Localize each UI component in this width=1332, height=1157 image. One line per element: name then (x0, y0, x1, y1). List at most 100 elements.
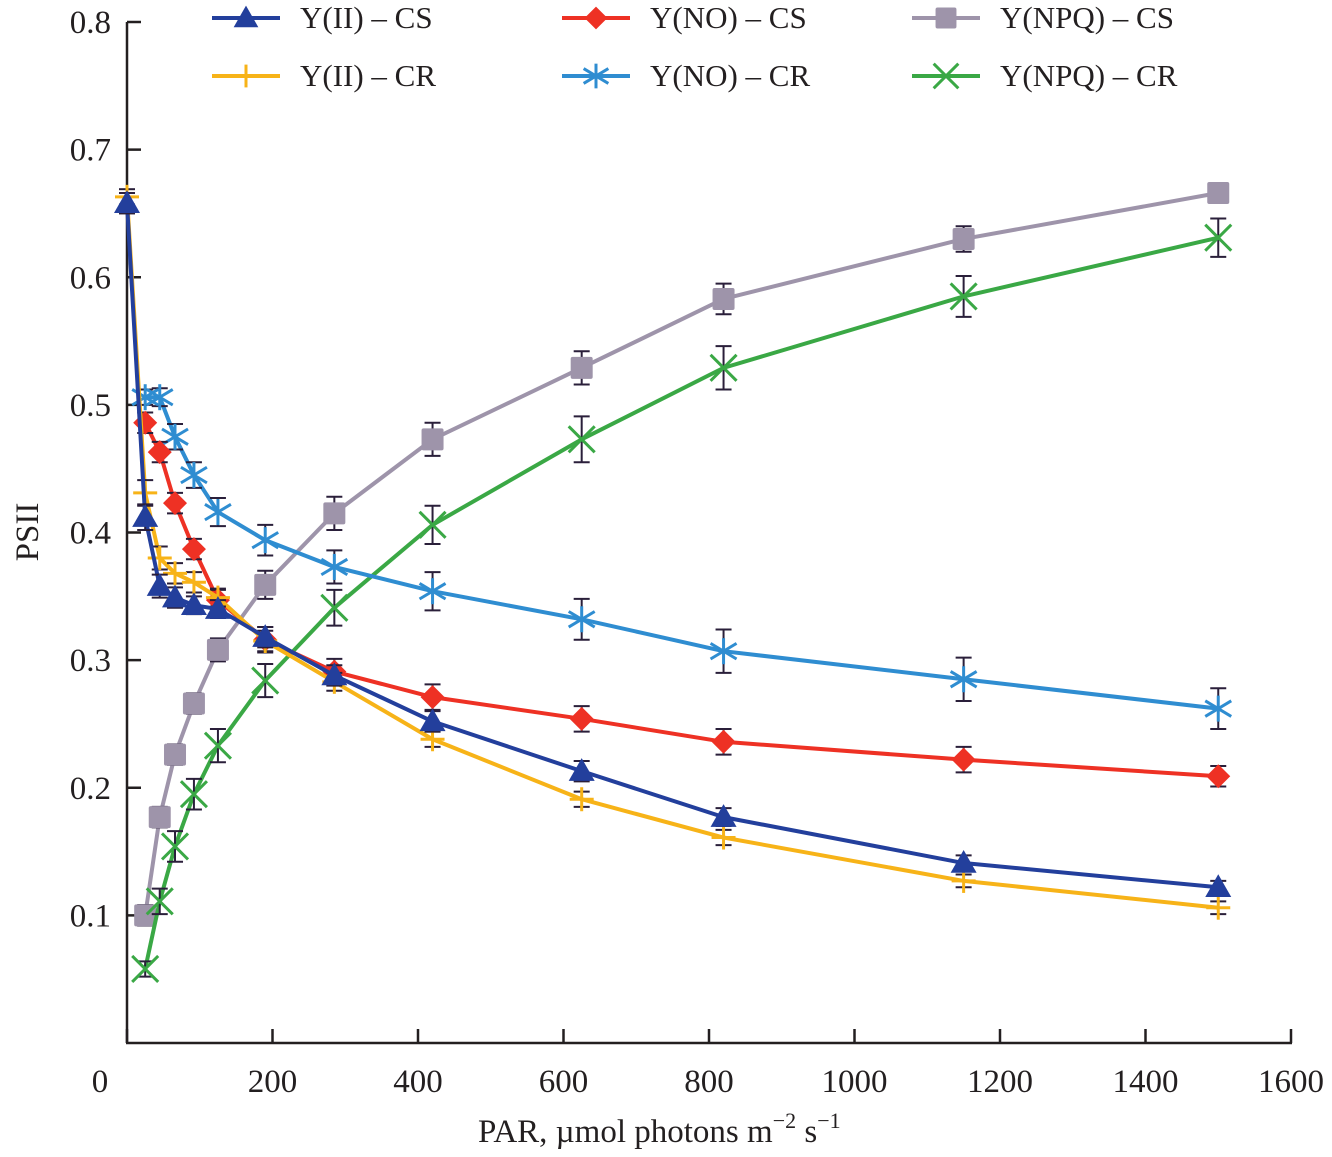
x-axis-title-main: PAR, µmol photons m (478, 1114, 773, 1150)
data-point (419, 708, 446, 732)
data-point (180, 592, 207, 615)
x-tick-label: 600 (539, 1064, 589, 1100)
data-point (148, 806, 171, 829)
data-point (147, 440, 172, 465)
data-point (569, 706, 594, 731)
data-point (1206, 895, 1231, 920)
legend-label: Y(NPQ) – CS (1000, 0, 1174, 35)
data-point (420, 685, 445, 710)
data-point (206, 638, 229, 661)
legend-item: Y(NPQ) – CS (912, 0, 1174, 35)
x-axis-title-sup1: −2 (773, 1108, 796, 1133)
data-point (164, 743, 187, 766)
data-point (145, 887, 174, 916)
data-point (251, 527, 279, 554)
x-axis-title-sup2: −1 (817, 1108, 840, 1133)
data-point (569, 787, 594, 812)
y-tick-label: 0.8 (70, 5, 111, 41)
legend-label: Y(NO) – CS (650, 0, 807, 35)
x-tick-label: 1000 (822, 1064, 888, 1100)
legend-item: Y(NO) – CS (562, 0, 807, 35)
data-point (952, 227, 975, 250)
legend-item: Y(NO) – CR (562, 58, 810, 93)
series-line (143, 421, 1219, 779)
data-point (252, 624, 279, 647)
series-line (125, 203, 1219, 890)
data-point (949, 666, 978, 693)
data-point (251, 666, 280, 695)
data-point (712, 287, 735, 310)
data-point (160, 832, 190, 861)
data-point (950, 850, 977, 873)
data-point (421, 428, 444, 451)
legend-label: Y(NO) – CR (650, 58, 810, 93)
x-axis-title: PAR, µmol photons m−2 s−1 (478, 1108, 841, 1150)
legend-label: Y(II) – CR (300, 58, 436, 93)
y-axis-title: PSII (10, 503, 46, 562)
data-point (179, 780, 208, 809)
data-point (567, 606, 596, 633)
series-y-no-cs (133, 410, 1231, 789)
data-point (1204, 695, 1233, 722)
data-point (949, 282, 978, 311)
data-point (1204, 223, 1233, 252)
data-point (323, 502, 346, 525)
axes: 0.1 0.2 0.3 0.4 0.5 0.6 0.7 0.8 0 200 400 600 800 10… (70, 5, 1324, 1100)
y-ticks: 0.1 0.2 0.3 0.4 0.5 0.6 0.7 0.8 (70, 5, 141, 934)
data-point (162, 584, 189, 608)
data-point (182, 692, 205, 715)
legend-label: Y(II) – CS (300, 0, 433, 35)
data-point (203, 731, 232, 760)
y-tick-label: 0.1 (70, 898, 111, 934)
series-y-ii-cs (114, 190, 1232, 898)
legend-item: Y(II) – CS (212, 0, 433, 35)
legend-diamond-icon (584, 6, 608, 30)
data-point (1206, 764, 1231, 789)
data-point (163, 561, 188, 586)
data-point (133, 410, 158, 435)
y-tick-label: 0.4 (70, 516, 111, 552)
data-point (204, 596, 231, 619)
data-point (570, 356, 593, 379)
data-point (146, 573, 173, 596)
series-layer (114, 182, 1233, 984)
series-line (145, 395, 1219, 711)
data-point (180, 462, 208, 489)
data-point (1207, 182, 1230, 205)
data-point (204, 499, 232, 526)
y-tick-label: 0.3 (70, 643, 111, 679)
data-point (320, 553, 349, 580)
data-point (711, 825, 736, 850)
data-point (951, 747, 976, 772)
data-point (709, 353, 738, 382)
data-point (320, 593, 349, 622)
data-point (418, 510, 447, 539)
x-axis-title-mid: s (796, 1114, 817, 1150)
data-point (418, 578, 447, 605)
legend-triangle-icon (233, 5, 259, 28)
data-point (254, 573, 277, 596)
data-point (131, 954, 160, 984)
data-point (1205, 874, 1232, 898)
data-point (163, 491, 188, 516)
series-y-no-cr (131, 384, 1233, 731)
x-tick-label: 0 (92, 1064, 109, 1100)
data-point (711, 729, 736, 754)
data-point (114, 190, 140, 213)
data-point (145, 384, 174, 411)
legend-item: Y(II) – CR (212, 58, 436, 93)
x-tick-label: 800 (684, 1064, 734, 1100)
y-tick-label: 0.6 (70, 260, 111, 296)
y-tick-label: 0.5 (70, 388, 111, 424)
legend-asterisk-icon (582, 63, 610, 89)
x-ticks: 0 200 400 600 800 1000 1200 1400 1600 (92, 1029, 1324, 1100)
data-point (951, 868, 976, 893)
data-point (568, 758, 595, 781)
legend-x-icon (932, 62, 960, 90)
legend-item: Y(NPQ) – CR (912, 58, 1178, 93)
data-point (321, 662, 348, 686)
series-y-npq-cs (134, 182, 1230, 927)
series-y-ii-cr (115, 184, 1231, 920)
data-point (710, 804, 737, 827)
